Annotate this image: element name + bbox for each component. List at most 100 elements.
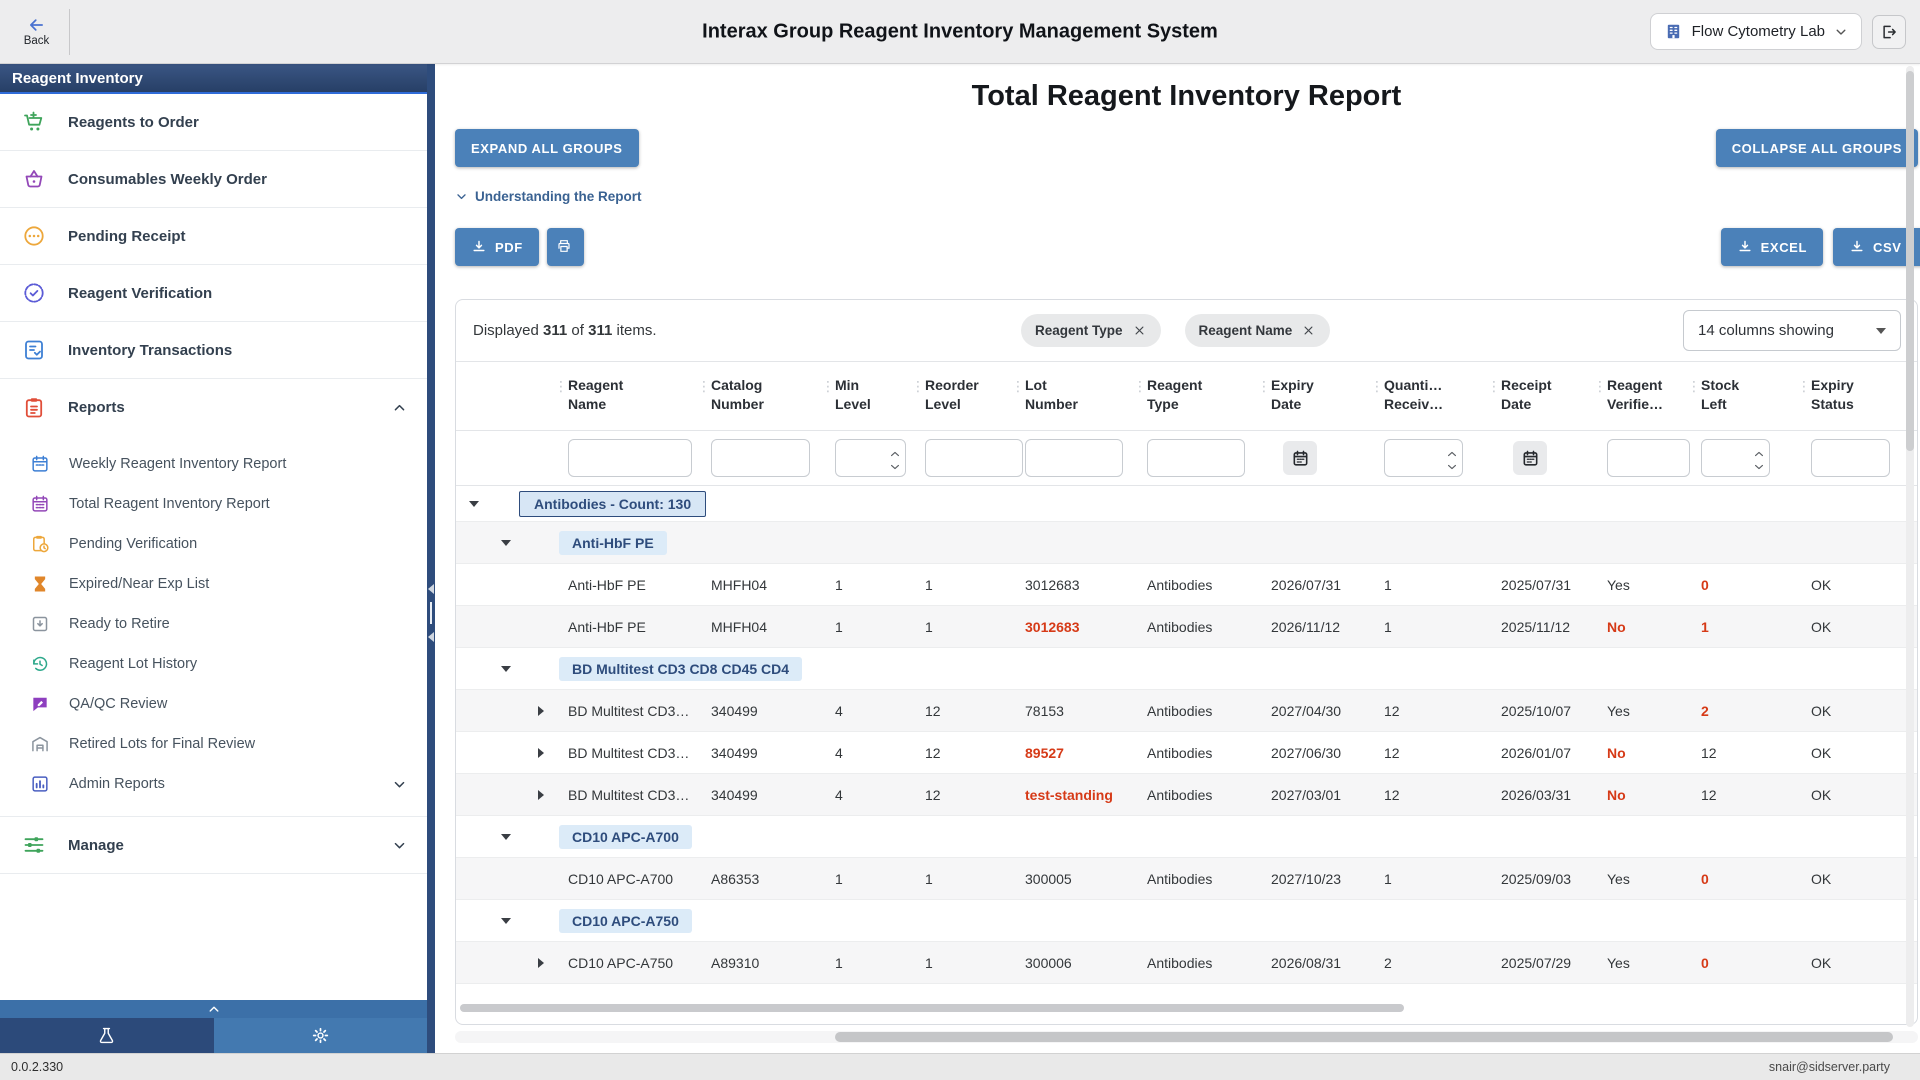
filter-input-reorder-level[interactable] [925, 439, 1023, 477]
filter-input-lot-number[interactable] [1025, 439, 1123, 477]
date-filter-button-expiry-date[interactable] [1283, 441, 1317, 475]
column-drag-handle[interactable]: ⋮ [1257, 382, 1271, 391]
spinner-down-icon[interactable] [1447, 458, 1457, 466]
caret-right-icon[interactable] [538, 958, 544, 968]
sidebar-item-manage[interactable]: Manage [0, 817, 427, 874]
column-header-reorder-level[interactable]: ⋮ReorderLevel [913, 362, 1013, 430]
row-expander-cell[interactable] [456, 958, 556, 968]
column-drag-handle[interactable]: ⋮ [1593, 382, 1607, 391]
filter-input-expiry-status[interactable] [1811, 439, 1890, 477]
column-drag-handle[interactable]: ⋮ [554, 382, 568, 391]
download-excel-button[interactable]: EXCEL [1721, 228, 1823, 266]
caret-right-icon[interactable] [538, 790, 544, 800]
cell-catalog: A89310 [699, 955, 823, 971]
columns-showing-dropdown[interactable]: 14 columns showing [1683, 310, 1901, 351]
spinner-down-icon[interactable] [890, 458, 900, 466]
column-drag-handle[interactable]: ⋮ [1133, 382, 1147, 391]
collapse-all-groups-button[interactable]: COLLAPSE ALL GROUPS [1716, 129, 1918, 167]
column-header-expiry-date[interactable]: ⋮ExpiryDate [1259, 362, 1372, 430]
sidebar-collapse-bar[interactable] [0, 1000, 427, 1018]
cell-reorder-level: 1 [913, 577, 1013, 593]
column-drag-handle[interactable]: ⋮ [821, 382, 835, 391]
download-pdf-button[interactable]: PDF [455, 228, 539, 266]
spinner-down-icon[interactable] [1754, 458, 1764, 466]
column-header-expiry-status[interactable]: ⋮ExpiryStatus [1799, 362, 1918, 430]
lab-selector-dropdown[interactable]: Flow Cytometry Lab [1650, 13, 1862, 50]
sidebar-item-consumables-weekly-order[interactable]: Consumables Weekly Order [0, 151, 427, 208]
sidebar-item-expired-near-exp-list[interactable]: Expired/Near Exp List [0, 564, 427, 604]
group-row-antibodies-count-130[interactable]: Antibodies - Count: 130 [456, 486, 1917, 522]
column-drag-handle[interactable]: ⋮ [1370, 382, 1384, 391]
row-expander-cell[interactable] [456, 790, 556, 800]
column-drag-handle[interactable]: ⋮ [1687, 382, 1701, 391]
date-filter-button-receipt-date[interactable] [1513, 441, 1547, 475]
logout-button[interactable] [1872, 15, 1906, 49]
spinner-up-icon[interactable] [1447, 445, 1457, 453]
column-drag-handle[interactable]: ⋮ [1797, 382, 1811, 391]
sidebar-item-reports[interactable]: Reports [0, 379, 427, 436]
sidebar-resize-handle[interactable] [427, 584, 435, 664]
lab-tools-button[interactable] [0, 1018, 214, 1053]
column-header-reagent-name[interactable]: ⋮ReagentName [556, 362, 699, 430]
column-header-stock-left[interactable]: ⋮StockLeft [1689, 362, 1799, 430]
row-expander-cell[interactable] [456, 748, 556, 758]
sidebar-item-reagent-verification[interactable]: Reagent Verification [0, 265, 427, 322]
filter-input-reagent-verifie[interactable] [1607, 439, 1690, 477]
table-row: BD Multitest CD3 CD8 CD45 CD4340499412te… [456, 774, 1917, 816]
close-icon[interactable] [1301, 323, 1316, 338]
filter-chip-reagent-type[interactable]: Reagent Type [1021, 314, 1161, 347]
sidebar-item-qa-qc-review[interactable]: QA/QC Review [0, 684, 427, 724]
caret-right-icon[interactable] [538, 706, 544, 716]
sidebar-item-weekly-reagent-inventory-report[interactable]: Weekly Reagent Inventory Report [0, 444, 427, 484]
column-drag-handle[interactable]: ⋮ [697, 382, 711, 391]
column-header-min-level[interactable]: ⋮MinLevel [823, 362, 913, 430]
column-drag-handle[interactable]: ⋮ [1487, 382, 1501, 391]
sidebar-item-reagent-lot-history[interactable]: Reagent Lot History [0, 644, 427, 684]
understanding-report-link[interactable]: Understanding the Report [455, 187, 642, 205]
sidebar-item-ready-to-retire[interactable]: Ready to Retire [0, 604, 427, 644]
caret-down-icon[interactable] [501, 918, 511, 924]
sidebar-item-pending-receipt[interactable]: Pending Receipt [0, 208, 427, 265]
caret-right-icon[interactable] [538, 748, 544, 758]
table-horizontal-scrollbar[interactable] [460, 1004, 1404, 1012]
column-header-reagent-type[interactable]: ⋮ReagentType [1135, 362, 1259, 430]
close-icon[interactable] [1132, 323, 1147, 338]
column-header-catalog-number[interactable]: ⋮CatalogNumber [699, 362, 823, 430]
back-button[interactable]: Back [4, 9, 70, 55]
caret-down-icon[interactable] [469, 501, 479, 507]
subgroup-row-anti-hbf-pe[interactable]: Anti-HbF PE [456, 522, 1917, 564]
caret-down-icon[interactable] [501, 834, 511, 840]
page-horizontal-scrollbar[interactable] [455, 1031, 1918, 1043]
column-header-reagent-verifie[interactable]: ⋮ReagentVerifie… [1595, 362, 1689, 430]
expand-all-groups-button[interactable]: EXPAND ALL GROUPS [455, 129, 639, 167]
spinner-up-icon[interactable] [890, 445, 900, 453]
sidebar-item-pending-verification[interactable]: Pending Verification [0, 524, 427, 564]
column-drag-handle[interactable]: ⋮ [911, 382, 925, 391]
sidebar-item-admin-reports[interactable]: Admin Reports [0, 764, 427, 804]
column-header-lot-number[interactable]: ⋮LotNumber [1013, 362, 1135, 430]
cell-stock-left: 12 [1689, 745, 1799, 761]
filter-input-catalog-number[interactable] [711, 439, 810, 477]
column-header-quanti-receiv[interactable]: ⋮Quanti…Receiv… [1372, 362, 1489, 430]
column-drag-handle[interactable]: ⋮ [1011, 382, 1025, 391]
caret-down-icon[interactable] [501, 540, 511, 546]
sidebar-item-reagents-to-order[interactable]: Reagents to Order [0, 94, 427, 151]
caret-down-icon[interactable] [501, 666, 511, 672]
page-vertical-scrollbar[interactable] [1906, 66, 1914, 1027]
sidebar-item-inventory-transactions[interactable]: Inventory Transactions [0, 322, 427, 379]
scrollbar-thumb[interactable] [1906, 71, 1914, 451]
subgroup-row-cd10-apc-a750[interactable]: CD10 APC-A750 [456, 900, 1917, 942]
print-button[interactable] [547, 228, 584, 266]
filter-input-reagent-type[interactable] [1147, 439, 1245, 477]
filter-input-reagent-name[interactable] [568, 439, 692, 477]
subgroup-row-cd10-apc-a700[interactable]: CD10 APC-A700 [456, 816, 1917, 858]
scrollbar-thumb[interactable] [835, 1032, 1893, 1042]
subgroup-row-bd-multitest-cd3-cd8-cd45-cd4[interactable]: BD Multitest CD3 CD8 CD45 CD4 [456, 648, 1917, 690]
settings-button[interactable] [214, 1018, 428, 1053]
filter-chip-reagent-name[interactable]: Reagent Name [1185, 314, 1331, 347]
sidebar-item-total-reagent-inventory-report[interactable]: Total Reagent Inventory Report [0, 484, 427, 524]
sidebar-item-retired-lots-for-final-review[interactable]: Retired Lots for Final Review [0, 724, 427, 764]
spinner-up-icon[interactable] [1754, 445, 1764, 453]
column-header-receipt-date[interactable]: ⋮ReceiptDate [1489, 362, 1595, 430]
row-expander-cell[interactable] [456, 706, 556, 716]
